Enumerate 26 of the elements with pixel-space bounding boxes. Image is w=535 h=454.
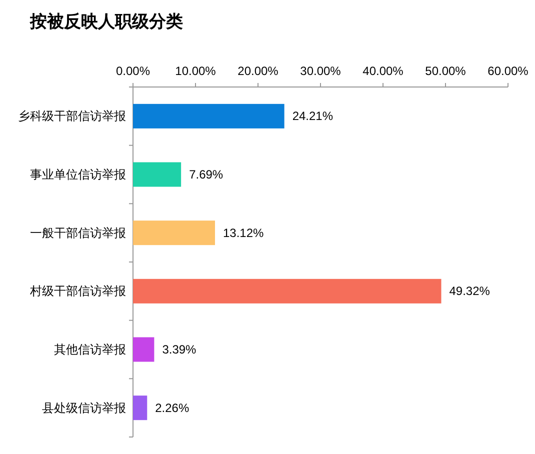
chart-title: 按被反映人职级分类	[29, 12, 183, 31]
x-tick-label: 20.00%	[238, 64, 279, 78]
y-tick-label: 乡科级干部信访举报	[18, 109, 126, 124]
x-tick-label: 0.00%	[116, 64, 150, 78]
data-label: 3.39%	[162, 342, 197, 356]
y-tick-label: 村级干部信访举报	[29, 284, 126, 298]
bar	[133, 337, 154, 362]
data-label: 2.26%	[155, 400, 190, 415]
y-tick-label: 其他信访举报	[54, 342, 126, 356]
bar	[133, 396, 148, 420]
y-tick-label: 县处级信访举报	[42, 400, 126, 415]
data-label: 24.21%	[292, 109, 334, 124]
data-label: 7.69%	[189, 168, 224, 182]
data-label: 13.12%	[223, 226, 264, 240]
x-tick-label: 50.00%	[425, 64, 466, 78]
x-tick-label: 30.00%	[300, 64, 342, 78]
bar	[133, 220, 215, 246]
y-tick-label: 事业单位信访举报	[30, 168, 126, 182]
y-tick-label: 一般干部信访举报	[30, 226, 126, 240]
bar	[133, 104, 284, 128]
data-label: 49.32%	[449, 284, 490, 298]
x-tick-label: 60.00%	[488, 64, 529, 78]
x-tick-label: 40.00%	[362, 64, 404, 78]
bar	[133, 162, 182, 187]
x-tick-label: 10.00%	[175, 64, 216, 78]
bar	[133, 278, 442, 304]
